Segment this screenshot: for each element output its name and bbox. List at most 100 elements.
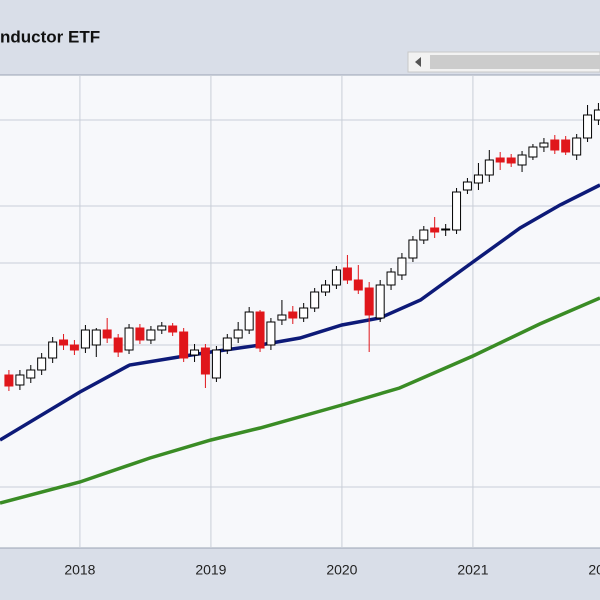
candle [4, 370, 14, 391]
candle-body [583, 114, 593, 139]
moving-average-line [0, 296, 600, 505]
candle [26, 365, 36, 383]
candle-body [572, 137, 582, 156]
candle [375, 280, 385, 322]
candle-body [321, 284, 331, 293]
candle-body [517, 154, 527, 166]
candle [37, 353, 47, 375]
candle [397, 253, 407, 280]
candle-body [102, 329, 112, 339]
candle [517, 151, 527, 172]
candle [561, 136, 571, 155]
candle [211, 346, 221, 382]
scroll-arrow[interactable] [415, 57, 421, 67]
candle-body [353, 279, 363, 291]
candle-body [397, 257, 407, 276]
moving-average-line [0, 183, 600, 442]
candle-body [135, 327, 145, 341]
chart-title: nductor ETF [0, 27, 100, 46]
candle-body [430, 227, 440, 233]
x-tick-label: 2019 [195, 562, 226, 578]
candle [80, 325, 90, 353]
scrollbar[interactable] [407, 51, 600, 73]
candle-body [113, 337, 123, 353]
candle-body [26, 369, 36, 379]
candle-body [462, 181, 472, 191]
candle-body [233, 329, 243, 339]
candle-body [211, 349, 221, 379]
candle [146, 326, 156, 344]
candle [48, 337, 58, 363]
candle [441, 224, 451, 236]
candle-body [157, 325, 167, 331]
candle-body [168, 325, 178, 333]
candle [539, 138, 549, 152]
candle-body [528, 146, 538, 158]
candle-body [331, 269, 341, 286]
candle [15, 370, 25, 390]
candle-body [441, 228, 451, 231]
candle [190, 344, 200, 362]
candle-body [80, 329, 90, 349]
candle-body [190, 349, 200, 356]
candle [408, 236, 418, 262]
candle-body [48, 341, 58, 359]
candle-body [244, 311, 254, 331]
candle [452, 188, 462, 234]
candle-body [179, 331, 189, 359]
candle [91, 328, 101, 357]
scroll-thumb[interactable] [430, 55, 600, 69]
x-tick-label: 2018 [64, 562, 95, 578]
candle-body [4, 374, 14, 387]
candle-body [277, 314, 287, 321]
candle-body [419, 229, 429, 241]
candle-body [255, 311, 265, 349]
candle [495, 152, 505, 170]
candle-body [484, 159, 494, 176]
marks [0, 103, 600, 505]
candle-body [310, 291, 320, 309]
candle [528, 144, 538, 160]
candle [179, 328, 189, 362]
candle-body [386, 271, 396, 286]
candle-body [452, 191, 462, 231]
candle-body [299, 307, 309, 319]
candle [244, 307, 254, 334]
candle-body [506, 157, 516, 164]
candle [299, 303, 309, 322]
candle [550, 135, 560, 154]
candle-body [342, 267, 352, 281]
candle [102, 318, 112, 343]
candle [572, 134, 582, 160]
candle-body [124, 327, 134, 351]
candle [386, 268, 396, 290]
candle [583, 105, 593, 142]
candle [331, 266, 341, 289]
candle [593, 103, 600, 125]
candle-body [69, 344, 79, 351]
candle [157, 322, 167, 334]
candle [430, 217, 440, 238]
candle [69, 340, 79, 355]
candle [310, 288, 320, 312]
candle [506, 154, 516, 167]
candle-body [15, 374, 25, 386]
candle-body [266, 321, 276, 346]
candle [484, 150, 494, 182]
candle [255, 310, 265, 352]
candle [59, 334, 69, 350]
candle-body [364, 287, 374, 316]
candle [473, 163, 483, 190]
candle [353, 265, 363, 294]
candle [233, 322, 243, 343]
candle-body [550, 139, 560, 151]
candle-body [375, 284, 385, 319]
candle [321, 280, 331, 296]
candle-body [146, 329, 156, 341]
candle-body [495, 157, 505, 163]
candle [288, 306, 298, 324]
candle [135, 324, 145, 344]
candle [277, 300, 287, 325]
